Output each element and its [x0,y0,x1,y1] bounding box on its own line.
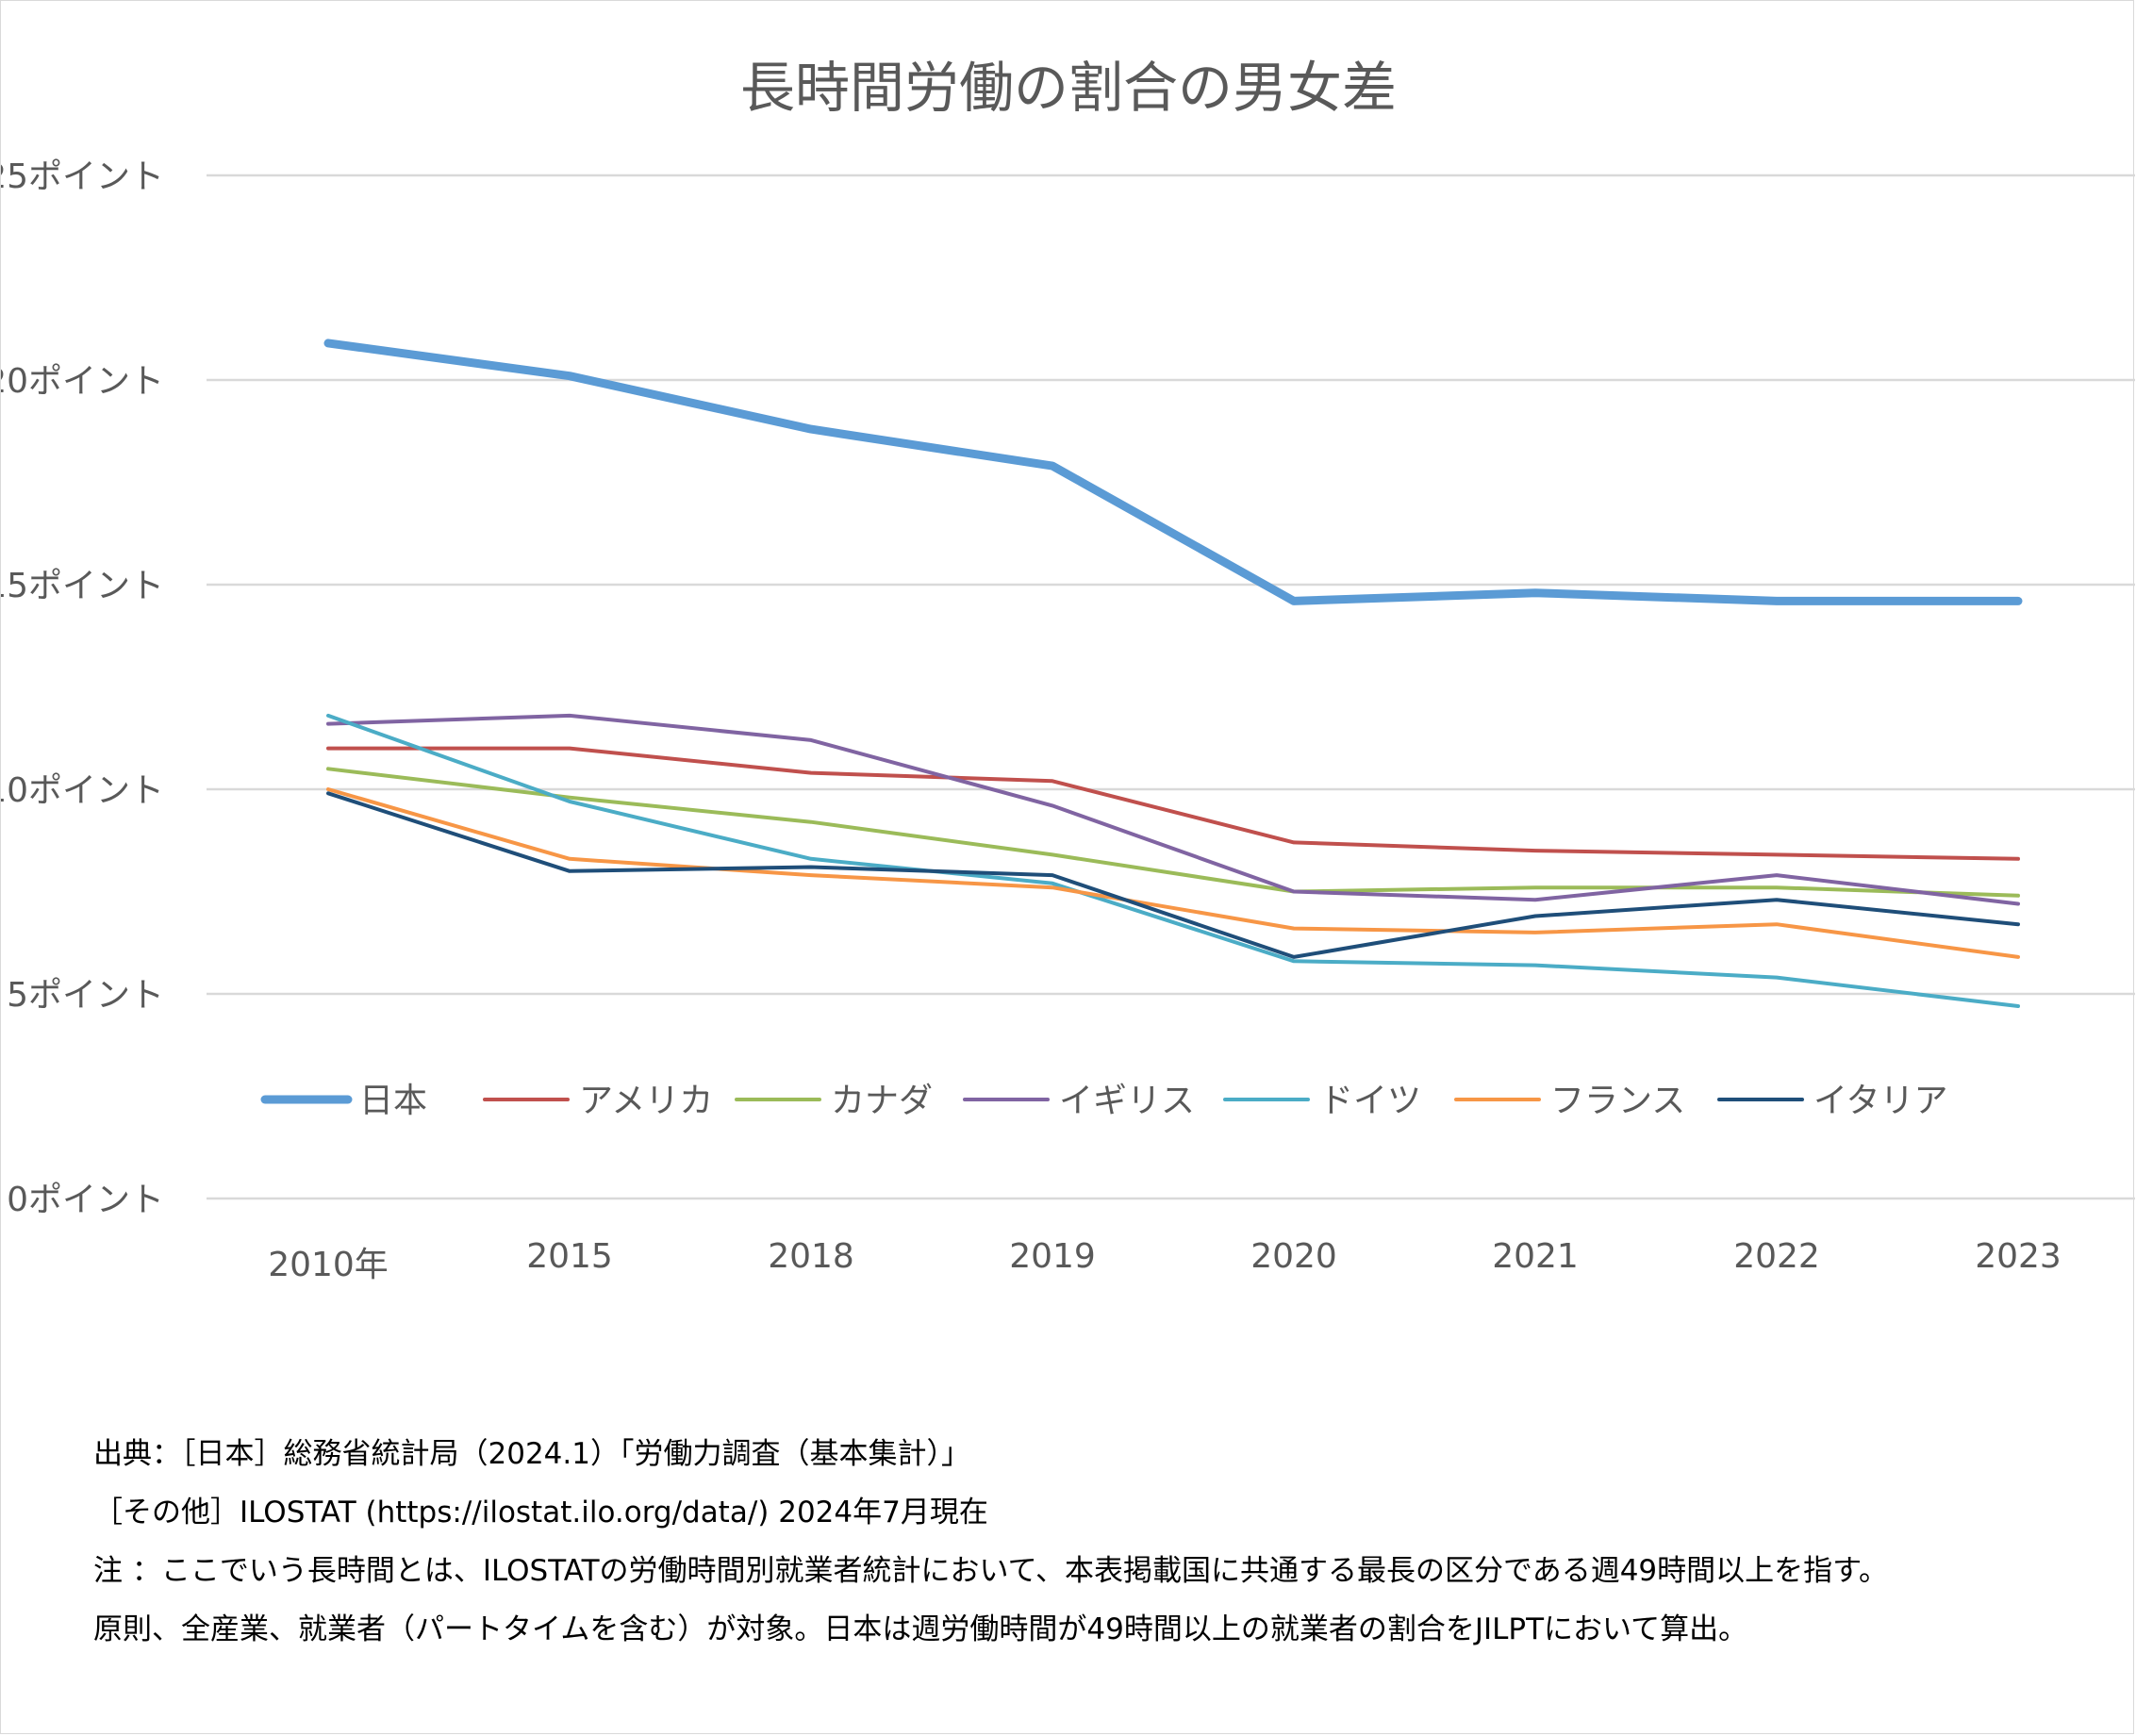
definition-note: 注 ：ここでいう長時間とは、ILOSTATの労働時間別就業者統計において、本表掲… [93,1554,1889,1588]
x-axis-tick-labels: 2010年 2015 2018 2019 2020 2021 2022 2023 [268,1237,2061,1284]
legend-label: フランス [1550,1082,1685,1120]
series-lines [323,339,2023,1008]
series-line [326,787,2020,959]
x-tick-label: 2010年 [268,1246,389,1284]
series-line [326,746,2020,861]
y-tick-label: 20ポイント [1,362,164,401]
x-tick-label: 2021 [1492,1237,1579,1276]
source-notes: 出典：［日本］総務省統計局（2024.1）「労働力調査（基本集計）」 ［その他］… [93,1425,2074,1659]
series-line [326,791,2020,959]
legend-label: イタリア [1813,1082,1948,1120]
legend-label: イギリス [1059,1082,1195,1120]
y-tick-label: 5ポイント [7,976,164,1015]
legend-label: カナダ [831,1082,933,1120]
series-line [326,713,2020,906]
legend-label: 日本 [359,1082,427,1120]
y-tick-label: 15ポイント [1,567,164,605]
x-tick-label: 2019 [1009,1237,1096,1276]
legend-label: ドイツ [1319,1082,1421,1120]
legend: 日本 アメリカ カナダ イギリス ドイツ フランス イタリア [260,1082,1948,1120]
series-line [323,339,2023,605]
x-tick-label: 2023 [1975,1237,2061,1276]
legend-label: アメリカ [579,1082,713,1120]
chart-title: 長時間労働の割合の男女差 [740,56,1397,120]
y-tick-label: 0ポイント [7,1181,164,1219]
series-line [326,767,2020,898]
scope-note: 原則、全産業、就業者（パートタイムを含む）が対象。日本は週労働時間が49時間以上… [93,1612,1748,1646]
x-tick-label: 2018 [768,1237,854,1276]
y-axis-tick-labels: 0ポイント 5ポイント 10ポイント 15ポイント 20ポイント 25ポイント [1,157,164,1219]
gridlines [207,174,2135,1200]
source-note-japan: 出典：［日本］総務省統計局（2024.1）「労働力調査（基本集計）」 [93,1437,970,1471]
y-tick-label: 10ポイント [1,771,164,810]
x-tick-label: 2022 [1733,1237,1820,1276]
x-tick-label: 2015 [526,1237,613,1276]
series-line [326,713,2020,1008]
source-note-others: ［その他］ILOSTAT (https://ilostat.ilo.org/da… [93,1496,988,1529]
y-tick-label: 25ポイント [1,157,164,196]
x-tick-label: 2020 [1250,1237,1337,1276]
